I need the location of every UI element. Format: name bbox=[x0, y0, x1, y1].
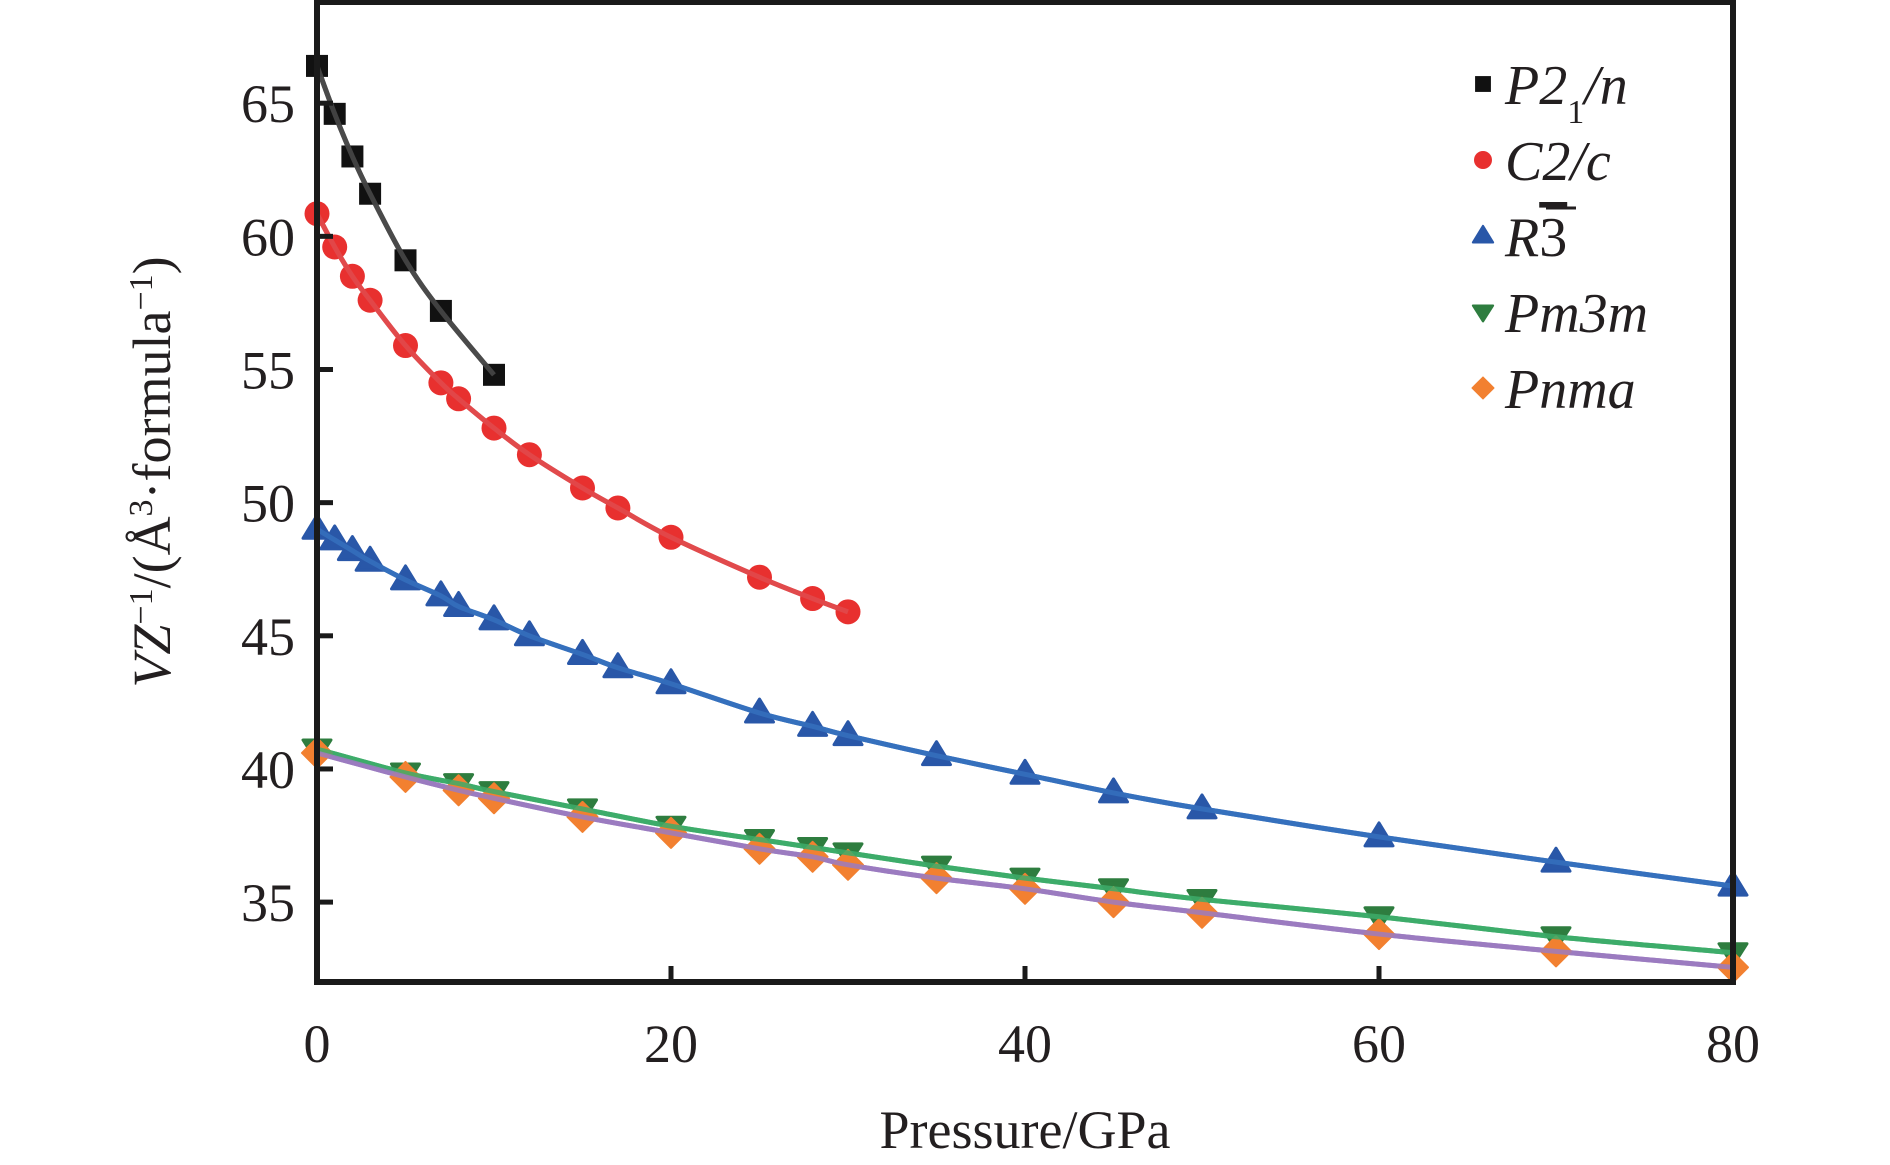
x-tick-label: 40 bbox=[998, 1014, 1052, 1074]
y-axis-title-part: 3 bbox=[123, 499, 160, 516]
legend-marker bbox=[1475, 76, 1491, 92]
fit-curve-overlay bbox=[315, 527, 1734, 889]
y-axis-title: VZ−1/(Å3·formula−1) bbox=[122, 256, 182, 687]
legend-item: C2/c bbox=[1474, 131, 1611, 193]
fit-curves bbox=[314, 65, 1734, 970]
legend-label: Pm3m bbox=[1504, 283, 1648, 345]
fit-curve-overlay bbox=[316, 750, 1734, 970]
legend-label-part: Pnma bbox=[1504, 359, 1636, 421]
legend-marker-square-icon bbox=[1475, 76, 1491, 92]
fit-curve-overlay bbox=[316, 746, 1734, 956]
data-markers bbox=[301, 54, 1749, 984]
legend-label: P21/n bbox=[1504, 55, 1628, 131]
legend-label-part: P2 bbox=[1504, 55, 1567, 117]
x-tick-label: 80 bbox=[1706, 1014, 1760, 1074]
x-tick-label: 60 bbox=[1352, 1014, 1406, 1074]
x-tick-label: 20 bbox=[644, 1014, 698, 1074]
y-tick-label: 65 bbox=[241, 74, 295, 134]
legend-label-part: R bbox=[1504, 207, 1539, 269]
legend-marker-diamond-icon bbox=[1471, 376, 1495, 400]
legend-item: P21/n bbox=[1475, 55, 1628, 131]
legend-label-part: Pm3m bbox=[1504, 283, 1648, 345]
y-axis-title-part: ·formula bbox=[122, 310, 182, 499]
legend-label: R3 bbox=[1504, 207, 1567, 269]
legend-marker-triangle-up-icon bbox=[1471, 224, 1495, 244]
x-axis-title: Pressure/GPa bbox=[880, 1100, 1171, 1160]
legend-item: Pnma bbox=[1471, 359, 1636, 421]
legend-marker bbox=[1474, 151, 1492, 169]
fit-curve-r3- bbox=[315, 527, 1734, 889]
legend-label-part: /n bbox=[1581, 55, 1628, 117]
y-axis-title-part: ) bbox=[122, 256, 182, 274]
y-tick-label: 50 bbox=[241, 474, 295, 534]
y-axis-title-part: /(Å bbox=[122, 516, 182, 588]
series-markers bbox=[304, 201, 861, 625]
y-tick-label: 55 bbox=[241, 341, 295, 401]
y-axis-title-part: Z bbox=[122, 624, 182, 655]
x-tick-label: 0 bbox=[304, 1014, 331, 1074]
fit-curve-overlay bbox=[314, 65, 496, 377]
y-axis-ticks: 35 40 45 50 55 60 65 bbox=[241, 74, 333, 933]
fit-curve-c2-c bbox=[314, 212, 849, 615]
y-tick-label: 45 bbox=[241, 607, 295, 667]
legend-marker-circle-icon bbox=[1474, 151, 1492, 169]
legend-marker-triangle-down-icon bbox=[1471, 304, 1495, 323]
series-markers bbox=[301, 513, 1749, 897]
legend-marker bbox=[1471, 304, 1495, 323]
y-axis-title-part: V bbox=[122, 649, 182, 688]
legend-label: C2/c bbox=[1505, 131, 1611, 193]
legend-item: R3 bbox=[1471, 206, 1576, 269]
y-tick-label: 35 bbox=[241, 873, 295, 933]
legend-label-part: C2/c bbox=[1505, 131, 1611, 193]
legend-marker bbox=[1471, 224, 1495, 244]
legend-label: Pnma bbox=[1504, 359, 1636, 421]
x-axis-ticks: 0 20 40 60 80 bbox=[304, 966, 1760, 1074]
legend-item: Pm3m bbox=[1471, 283, 1648, 345]
legend-marker bbox=[1471, 376, 1495, 400]
y-axis-title-part: −1 bbox=[123, 588, 160, 624]
y-axis-title-part: −1 bbox=[123, 274, 160, 310]
fit-curve-overlay bbox=[314, 212, 849, 615]
legend-label-part: 1 bbox=[1567, 94, 1584, 131]
y-tick-label: 60 bbox=[241, 207, 295, 267]
y-tick-label: 40 bbox=[241, 740, 295, 800]
legend-label-part: 3 bbox=[1539, 207, 1567, 269]
